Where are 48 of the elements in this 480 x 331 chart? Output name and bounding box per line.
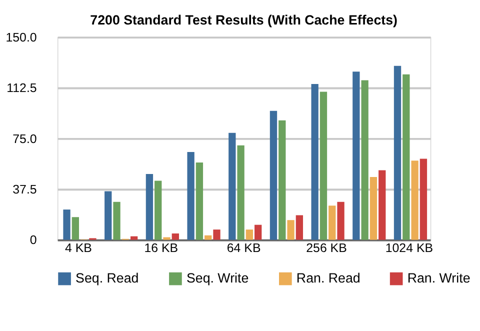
bar	[104, 191, 112, 240]
legend-label: Ran. Write	[407, 270, 470, 286]
bar	[394, 66, 402, 240]
chart-title: 7200 Standard Test Results (With Cache Effects)	[90, 12, 398, 28]
x-tick-label: 1024 KB	[385, 240, 434, 255]
bar	[352, 72, 360, 240]
y-tick-label: 112.5	[6, 81, 37, 96]
x-tick-label: 4 KB	[64, 240, 92, 255]
bar	[154, 180, 162, 240]
bar	[311, 84, 318, 240]
bar	[163, 237, 170, 240]
bar	[172, 233, 179, 240]
bar	[420, 158, 428, 240]
y-tick-label: 150.0	[6, 30, 37, 44]
legend-label: Seq. Write	[186, 270, 249, 286]
bar	[296, 215, 304, 240]
bar	[237, 145, 244, 240]
bar	[63, 210, 70, 240]
bar	[361, 80, 368, 240]
bar	[270, 110, 278, 240]
x-tick-label: 64 KB	[226, 240, 261, 255]
bar	[146, 174, 154, 240]
bar	[320, 92, 328, 240]
y-tick-label: 0	[30, 233, 37, 248]
bar	[287, 220, 294, 240]
x-tick-label: 16 KB	[144, 240, 178, 255]
bar	[204, 235, 212, 240]
bar	[228, 132, 236, 240]
bar	[113, 202, 120, 240]
x-tick-label: 256 KB	[306, 240, 347, 255]
bar	[337, 202, 344, 240]
bar	[402, 74, 410, 240]
bar	[328, 206, 336, 240]
bar	[196, 162, 204, 240]
bar	[130, 236, 138, 240]
bar	[213, 230, 220, 240]
bar	[411, 160, 418, 240]
bar	[187, 152, 194, 240]
bar	[246, 230, 254, 240]
y-tick-label: 75.0	[12, 132, 37, 146]
bar	[378, 170, 386, 240]
bar	[72, 217, 80, 240]
legend-label: Seq. Read	[76, 270, 139, 286]
legend-label: Ran. Read	[296, 270, 360, 286]
y-tick-label: 37.5	[12, 182, 37, 196]
bar	[278, 120, 286, 240]
bar	[254, 224, 262, 240]
bar	[370, 176, 378, 240]
